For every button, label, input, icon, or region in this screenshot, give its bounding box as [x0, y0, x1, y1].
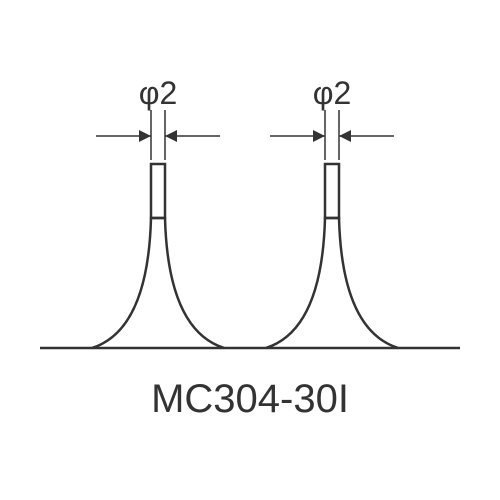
left-tip-shape	[92, 164, 224, 348]
left-dimension-label: φ2	[139, 75, 178, 111]
diagram-container: φ2 φ2 MC304-30I	[0, 0, 500, 500]
diagram-svg: φ2 φ2 MC304-30I	[0, 0, 500, 500]
right-dimension: φ2	[270, 75, 394, 160]
left-dimension: φ2	[96, 75, 220, 160]
arrow-icon	[339, 130, 351, 142]
part-number: MC304-30I	[151, 377, 349, 421]
right-dimension-label: φ2	[313, 75, 352, 111]
right-tip-shape	[266, 164, 398, 348]
arrow-icon	[313, 130, 325, 142]
arrow-icon	[165, 130, 177, 142]
arrow-icon	[139, 130, 151, 142]
